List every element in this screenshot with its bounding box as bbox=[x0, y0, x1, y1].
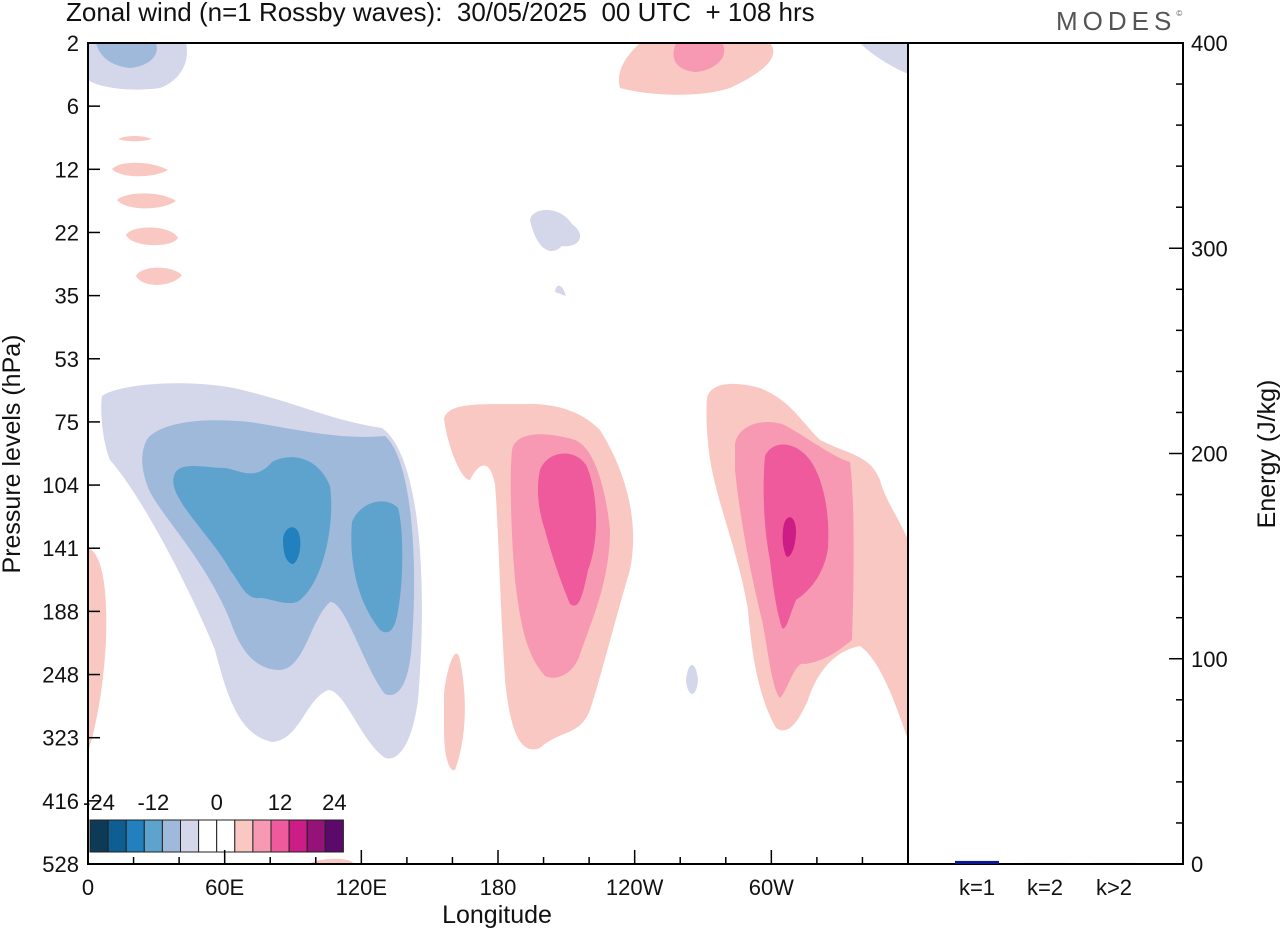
x-tick-label: 120W bbox=[606, 875, 664, 900]
y-tick-label: 528 bbox=[42, 852, 79, 877]
brand-logo: MODES© bbox=[1056, 6, 1182, 37]
energy-tick-label: 100 bbox=[1191, 647, 1228, 672]
colorbar-swatch bbox=[216, 819, 236, 853]
energy-tick-label: 0 bbox=[1191, 852, 1203, 877]
colorbar-swatch bbox=[252, 819, 272, 853]
contour-shape bbox=[530, 209, 581, 251]
colorbar-swatch bbox=[161, 819, 181, 853]
y-tick-label: 416 bbox=[42, 789, 79, 814]
colorbar-swatch bbox=[143, 819, 163, 853]
y-tick-label: 104 bbox=[42, 473, 79, 498]
energy-tick-label: 400 bbox=[1191, 31, 1228, 56]
energy-frame bbox=[907, 42, 1184, 865]
colorbar-swatch bbox=[234, 819, 254, 853]
colorbar-swatch bbox=[125, 819, 145, 853]
contour-shape bbox=[537, 453, 597, 606]
contour-shape bbox=[117, 193, 176, 209]
contour-shape bbox=[782, 517, 796, 557]
energy-bar-chart: k=1 k=2 k>2 bbox=[955, 860, 1136, 900]
contour-shape bbox=[444, 653, 465, 771]
colorbar-swatch bbox=[180, 819, 200, 853]
colorbar: -24 -12 0 12 24 bbox=[83, 790, 347, 853]
x-tick-label: 60E bbox=[205, 875, 244, 900]
energy-axis-title: Energy (J/kg) bbox=[1253, 380, 1280, 529]
colorbar-label: 0 bbox=[211, 790, 223, 815]
colorbar-swatch bbox=[107, 819, 127, 853]
y-tick-label: 22 bbox=[55, 220, 79, 245]
energy-bar bbox=[1092, 862, 1136, 864]
contour-shape bbox=[96, 43, 157, 68]
contour-shape bbox=[555, 285, 566, 296]
contour-shape bbox=[136, 267, 182, 285]
colorbar-label: 12 bbox=[268, 790, 292, 815]
contour-shape bbox=[673, 43, 725, 72]
contour-shape bbox=[351, 501, 403, 633]
energy-bar-label: k=2 bbox=[1027, 875, 1063, 900]
y-axis: 2 6 12 22 35 53 75 104 141 188 248 323 416 528 bbox=[42, 31, 100, 877]
x-tick-label: 0 bbox=[82, 875, 94, 900]
x-tick-label: 60W bbox=[749, 875, 794, 900]
colorbar-swatch bbox=[288, 819, 308, 853]
brand-mark: © bbox=[1176, 9, 1183, 18]
brand-text: MODES bbox=[1056, 6, 1177, 36]
y-tick-label: 75 bbox=[55, 410, 79, 435]
y-tick-label: 6 bbox=[67, 94, 79, 119]
energy-bar-label: k=1 bbox=[959, 875, 995, 900]
contour-shape bbox=[283, 527, 301, 565]
contour-field bbox=[88, 43, 908, 864]
contour-shape bbox=[126, 227, 178, 246]
colorbar-swatch bbox=[270, 819, 290, 853]
energy-bar bbox=[955, 860, 999, 864]
colorbar-swatch bbox=[324, 819, 344, 853]
contour-shape bbox=[88, 548, 107, 752]
x-tick-label: 180 bbox=[480, 875, 517, 900]
energy-bar-label: k>2 bbox=[1096, 875, 1132, 900]
contour-shape bbox=[118, 136, 152, 142]
contour-shape bbox=[112, 162, 168, 177]
x-tick-label: 120E bbox=[336, 875, 387, 900]
y-tick-label: 12 bbox=[55, 157, 79, 182]
energy-tick-label: 200 bbox=[1191, 442, 1228, 467]
energy-tick-label: 300 bbox=[1191, 236, 1228, 261]
contour-shape bbox=[860, 43, 908, 74]
y-tick-label: 53 bbox=[55, 347, 79, 372]
y-tick-label: 2 bbox=[67, 31, 79, 56]
colorbar-swatch bbox=[306, 819, 326, 853]
colorbar-swatch bbox=[89, 819, 109, 853]
y-tick-label: 188 bbox=[42, 599, 79, 624]
contour-shape bbox=[173, 457, 332, 604]
y-tick-label: 248 bbox=[42, 663, 79, 688]
chart-title: Zonal wind (n=1 Rossby waves): 30/05/202… bbox=[66, 0, 815, 27]
y-tick-label: 35 bbox=[55, 284, 79, 309]
contour-shape bbox=[686, 665, 698, 694]
contour-shape bbox=[763, 444, 829, 629]
y-tick-label: 323 bbox=[42, 726, 79, 751]
colorbar-label: -12 bbox=[137, 790, 169, 815]
y-axis-title: Pressure levels (hPa) bbox=[0, 335, 26, 574]
y-tick-label: 141 bbox=[42, 536, 79, 561]
energy-axis: 0 100 200 300 400 bbox=[1169, 31, 1228, 877]
x-axis-title: Longitude bbox=[442, 901, 552, 929]
energy-bar bbox=[1023, 862, 1067, 864]
colorbar-label: 24 bbox=[322, 790, 346, 815]
x-axis: 0 60E 120E 180 120W 60W bbox=[82, 850, 909, 900]
colorbar-swatch bbox=[198, 819, 218, 853]
contour-shape bbox=[308, 858, 354, 864]
